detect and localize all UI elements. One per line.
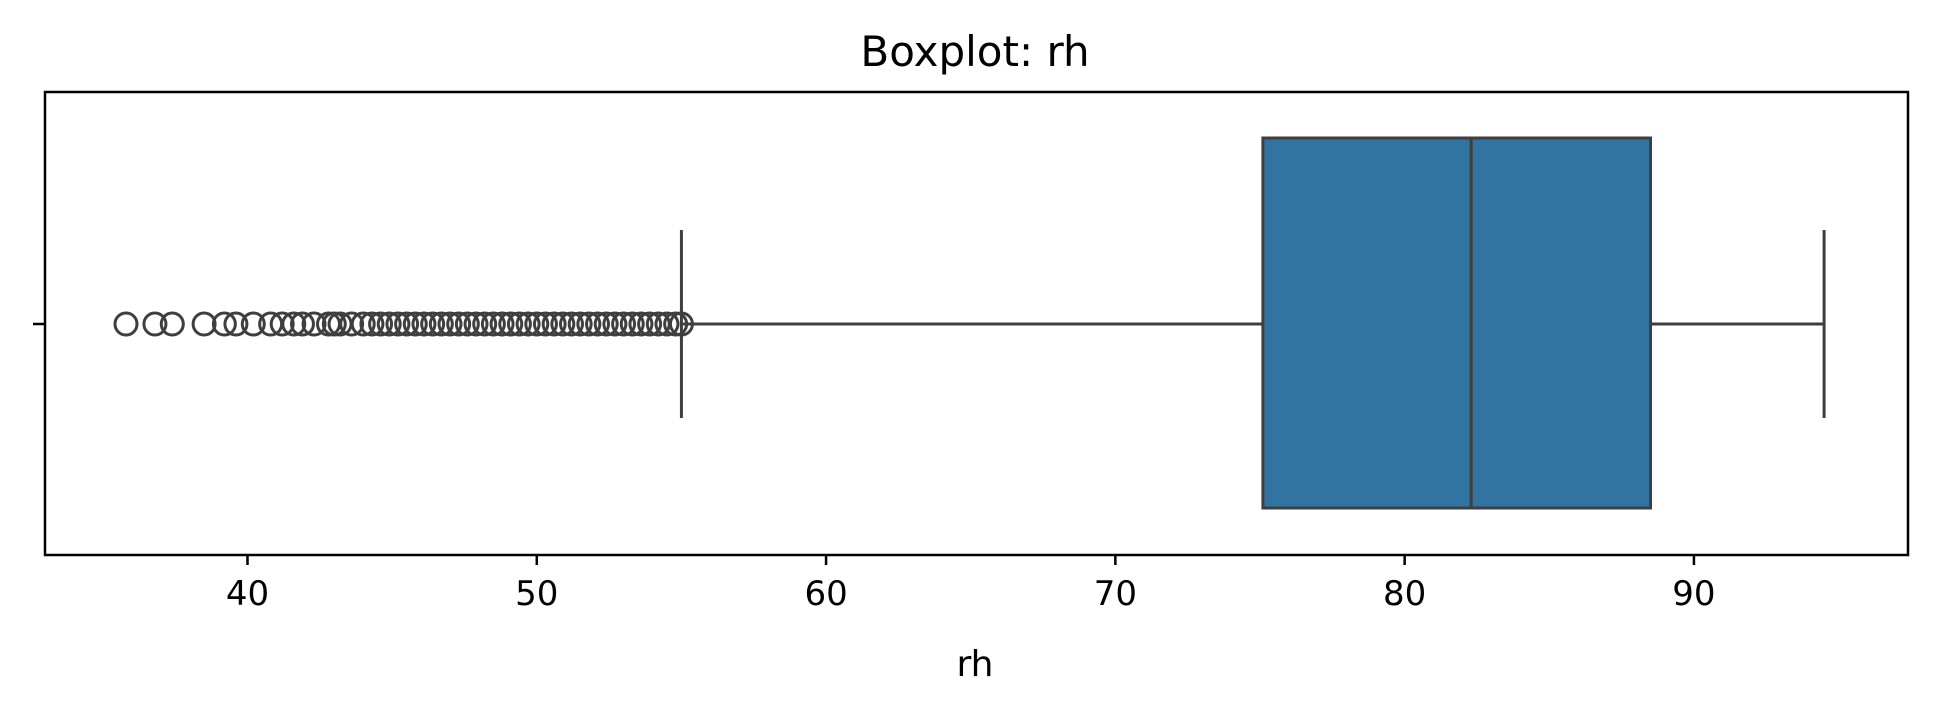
x-axis: 40 50 60 70 80 90	[226, 555, 1716, 614]
outlier-point	[489, 311, 515, 337]
outlier-point	[628, 311, 654, 337]
outlier-point	[411, 311, 437, 337]
outlier-point	[350, 311, 376, 337]
outlier-point	[550, 311, 576, 337]
outlier-point	[301, 311, 327, 337]
outlier-point	[446, 311, 472, 337]
box-group	[1261, 136, 1653, 510]
outlier-point	[463, 311, 489, 337]
chart-title: Boxplot: rh	[860, 27, 1089, 76]
outlier-point	[637, 311, 663, 337]
outlier-point	[269, 311, 295, 337]
outlier-point	[524, 311, 550, 337]
outlier-point	[593, 311, 619, 337]
outlier-point	[602, 311, 628, 337]
outlier-point	[376, 311, 402, 337]
x-tick-label: 90	[1672, 574, 1715, 614]
outlier-point	[402, 311, 428, 337]
outlier-point	[211, 311, 237, 337]
outlier-point	[223, 311, 249, 337]
whiskers	[679, 230, 1826, 418]
outlier-point	[668, 311, 694, 337]
outlier-point	[611, 311, 637, 337]
outlier-points	[113, 311, 694, 337]
outlier-point	[559, 311, 584, 337]
outlier-point	[113, 311, 139, 337]
outlier-point	[420, 311, 446, 337]
outlier-point	[368, 311, 394, 337]
outlier-point	[359, 311, 385, 337]
outlier-point	[532, 311, 558, 337]
outlier-point	[576, 311, 602, 337]
outlier-point	[394, 311, 420, 337]
outlier-point	[515, 311, 541, 337]
outlier-point	[428, 311, 454, 337]
outlier-point	[142, 311, 168, 337]
x-axis-label: rh	[957, 644, 994, 685]
outlier-point	[480, 311, 506, 337]
x-tick-label: 70	[1094, 574, 1137, 614]
outlier-point	[240, 311, 266, 337]
outlier-point	[191, 311, 217, 337]
outlier-point	[541, 311, 567, 337]
x-tick-label: 80	[1383, 574, 1426, 614]
x-tick-label: 60	[804, 574, 847, 614]
outlier-point	[506, 311, 532, 337]
x-tick-label: 50	[515, 574, 558, 614]
outlier-point	[498, 311, 524, 337]
outlier-point	[454, 311, 480, 337]
outlier-point	[585, 311, 611, 337]
x-tick-label: 40	[226, 574, 269, 614]
outlier-point	[437, 311, 463, 337]
outlier-point	[472, 311, 498, 337]
outlier-point	[619, 311, 645, 337]
outlier-point	[339, 311, 365, 337]
outlier-point	[567, 311, 593, 337]
outlier-point	[281, 311, 307, 337]
outlier-point	[159, 311, 185, 337]
iqr-box	[1261, 136, 1653, 510]
outlier-point	[385, 311, 411, 337]
outlier-point	[654, 311, 680, 337]
outlier-point	[289, 311, 315, 337]
